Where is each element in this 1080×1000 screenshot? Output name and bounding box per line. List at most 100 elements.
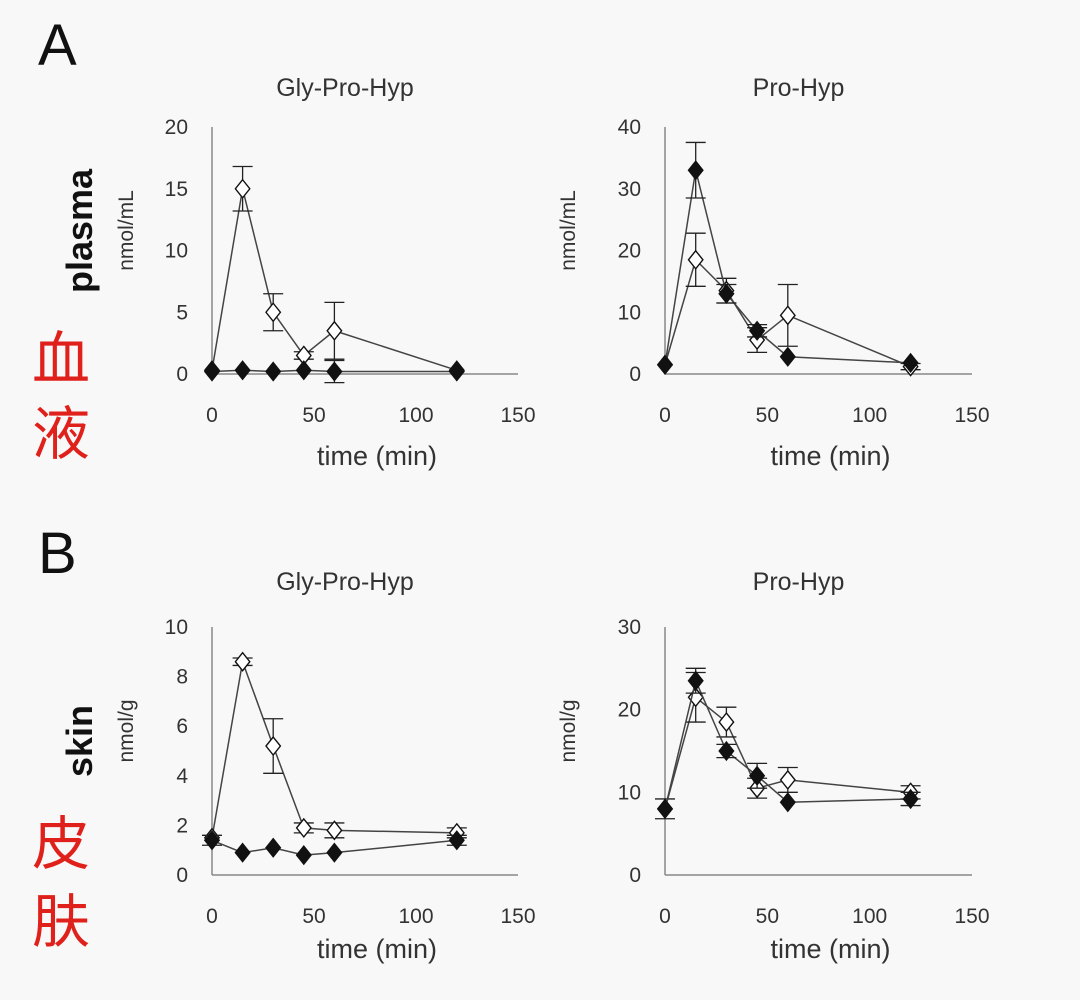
data-point (234, 178, 251, 199)
data-point (779, 792, 796, 813)
y-tick-label: 0 (629, 363, 641, 386)
data-point (326, 361, 343, 382)
y-axis-label: nmol/g (557, 699, 580, 762)
y-axis-label: nmol/mL (115, 190, 138, 271)
data-point (203, 361, 221, 382)
series-filled-diamond (203, 359, 465, 384)
x-axis-label: time (min) (771, 441, 891, 471)
y-tick-label: 30 (618, 178, 641, 201)
data-point (687, 670, 704, 691)
y-tick-label: 5 (176, 301, 188, 324)
data-point (265, 735, 282, 757)
chart-title: Gly-Pro-Hyp (276, 568, 414, 596)
y-tick-label: 0 (629, 864, 641, 887)
panel-letter-b: B (38, 521, 77, 586)
data-point (902, 352, 919, 374)
x-tick-label: 0 (206, 905, 218, 928)
cjk-label-plasma-1: 血 (32, 325, 91, 393)
x-tick-label: 0 (659, 404, 671, 427)
y-tick-label: 10 (618, 781, 641, 804)
data-point (448, 361, 465, 382)
chart-2: Pro-Hyp 0 10 20 30 40 0 50 100 150 time (min) nmol/… (557, 74, 990, 471)
x-tick-label: 100 (852, 404, 887, 427)
series-line (664, 170, 911, 365)
series-filled-diamond (202, 830, 467, 866)
data-point (234, 651, 251, 672)
y-tick-label: 10 (165, 240, 188, 263)
x-tick-label: 100 (852, 905, 887, 928)
x-tick-label: 150 (500, 905, 535, 928)
x-tick-label: 150 (954, 404, 989, 427)
y-tick-label: 20 (618, 699, 641, 722)
y-tick-label: 10 (618, 301, 641, 324)
data-point (448, 830, 465, 851)
series-filled-diamond (656, 667, 921, 819)
data-point (779, 305, 796, 326)
chart-4: Pro-Hyp 0 10 20 30 0 50 100 150 time (min) nmol/g (557, 568, 990, 964)
data-point (779, 346, 796, 367)
data-point (326, 820, 343, 841)
x-tick-label: 50 (302, 404, 325, 427)
data-point (749, 765, 766, 786)
data-point (295, 360, 312, 381)
y-tick-label: 2 (176, 814, 188, 837)
series-line (664, 695, 911, 810)
data-point (326, 842, 343, 863)
data-point (718, 740, 735, 762)
data-point (203, 830, 221, 851)
series-open-diamond (203, 165, 465, 381)
x-tick-label: 0 (206, 404, 218, 427)
data-point (656, 354, 674, 375)
cjk-label-skin-2: 肤 (32, 888, 91, 956)
panel-letter-a: A (38, 13, 77, 78)
series-line (211, 188, 458, 372)
series-filled-diamond (656, 141, 919, 375)
cjk-label-skin-1: 皮 (32, 810, 91, 878)
data-point (749, 320, 766, 341)
y-tick-label: 8 (176, 666, 188, 689)
data-point (326, 320, 343, 341)
data-point (718, 283, 735, 304)
chart-1: Gly-Pro-Hyp 0 5 10 15 20 0 50 100 150 time (min) nm… (115, 74, 536, 471)
y-tick-label: 10 (165, 616, 188, 639)
y-tick-label: 0 (176, 363, 188, 386)
data-point (687, 249, 704, 270)
data-point (295, 817, 312, 839)
x-tick-label: 100 (398, 905, 433, 928)
chart-title: Pro-Hyp (753, 74, 845, 102)
data-point (687, 687, 704, 708)
chart-title: Pro-Hyp (753, 568, 845, 596)
y-tick-label: 4 (176, 765, 188, 788)
x-tick-label: 50 (756, 404, 779, 427)
data-point (265, 837, 282, 858)
data-point (295, 845, 312, 866)
y-axis-label: nmol/g (115, 699, 138, 762)
x-tick-label: 150 (954, 905, 989, 928)
y-tick-label: 15 (165, 178, 188, 201)
y-tick-label: 20 (165, 116, 188, 139)
data-point (234, 360, 251, 381)
data-point (656, 798, 674, 819)
data-point (718, 711, 735, 733)
x-tick-label: 150 (500, 404, 535, 427)
data-point (265, 361, 282, 382)
series-line (211, 658, 457, 838)
chart-title: Gly-Pro-Hyp (276, 74, 414, 102)
x-axis-label: time (min) (771, 934, 891, 964)
x-axis-label: time (min) (317, 441, 437, 471)
data-point (265, 302, 282, 323)
x-axis-label: time (min) (317, 934, 437, 964)
y-axis-label: nmol/mL (557, 190, 580, 271)
series-line (664, 678, 911, 810)
y-tick-label: 40 (618, 116, 641, 139)
x-tick-label: 0 (659, 905, 671, 928)
series-open-diamond (203, 651, 467, 848)
x-tick-label: 50 (756, 905, 779, 928)
data-point (779, 769, 796, 791)
x-tick-label: 100 (398, 404, 433, 427)
series-line (664, 258, 911, 368)
y-tick-label: 6 (176, 715, 188, 738)
data-point (234, 842, 251, 863)
